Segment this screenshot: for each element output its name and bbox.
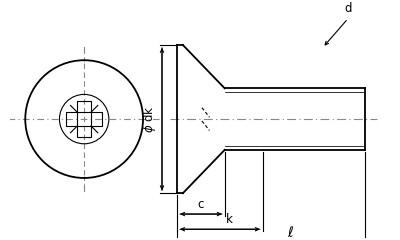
Text: d: d (344, 2, 352, 15)
Text: c: c (198, 198, 204, 211)
Text: $\phi$ dk: $\phi$ dk (141, 105, 158, 133)
Text: $\ell$: $\ell$ (287, 225, 294, 240)
Text: k: k (226, 213, 233, 226)
